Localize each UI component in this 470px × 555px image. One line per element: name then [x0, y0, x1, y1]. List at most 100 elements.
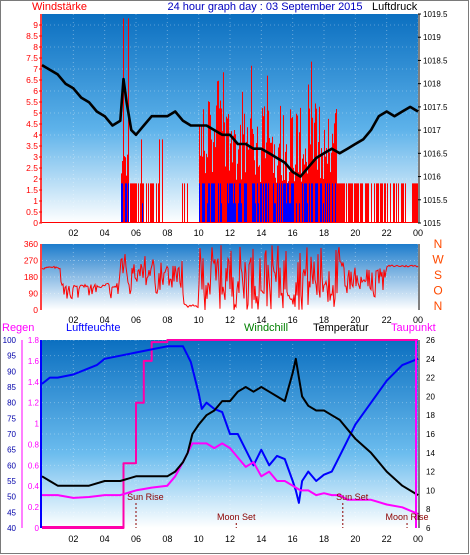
- humidity-tick-label: 45: [7, 508, 16, 517]
- x-tick-label: 02: [68, 534, 78, 544]
- x-tick-label: 18: [319, 534, 329, 544]
- pressure-tick-label: 1015.5: [423, 196, 448, 205]
- direction-tick-label: 360: [24, 239, 38, 249]
- x-tick-label: 04: [100, 315, 110, 325]
- humidity-tick-label: 60: [7, 461, 16, 470]
- x-tick-label: 18: [319, 315, 329, 325]
- wind-direction-line: [41, 245, 419, 311]
- wind-tick-label: 5.5: [26, 97, 38, 107]
- rain-tick-label: 0.4: [28, 482, 40, 491]
- pressure-tick-label: 1019: [423, 33, 441, 42]
- x-tick-label: 06: [131, 315, 141, 325]
- series-line-taupunkt: [42, 442, 419, 515]
- humidity-tick-label: 85: [7, 383, 16, 392]
- humidity-tick-label: 100: [3, 336, 17, 345]
- pressure-tick-label: 1017: [423, 126, 441, 135]
- wind-tick-label: 7: [33, 64, 38, 74]
- x-tick-label: 08: [162, 228, 172, 238]
- rain-tick-label: 0.8: [28, 440, 40, 449]
- x-tick-label: 08: [162, 315, 172, 325]
- x-tick-label: 14: [256, 315, 266, 325]
- annotation-label: Sun Set: [336, 492, 369, 502]
- direction-tick-label: 180: [24, 272, 38, 282]
- x-tick-label: 00: [413, 534, 423, 544]
- compass-label: N: [434, 237, 443, 251]
- compass-label: S: [434, 268, 442, 282]
- wind-tick-label: 1.5: [26, 185, 38, 195]
- x-tick-label: 02: [68, 315, 78, 325]
- x-tick-label: 06: [131, 534, 141, 544]
- humidity-axis-title: Luftfeuchte: [66, 322, 120, 334]
- wind-tick-label: 0: [33, 218, 38, 228]
- temperature-tick-label: 22: [426, 374, 435, 383]
- x-tick-label: 12: [225, 315, 235, 325]
- compass-label: N: [434, 299, 443, 313]
- wind-tick-label: 8.5: [26, 31, 38, 41]
- pressure-tick-label: 1019.5: [423, 10, 448, 19]
- rain-tick-label: 1.4: [28, 378, 40, 387]
- humidity-temperature-chart: Sun Rise Moon Set Sun Set Moon Rise 0 0.2 0.4 0…: [3, 336, 436, 544]
- wind-tick-label: 0.5: [26, 207, 38, 217]
- humidity-tick-label: 65: [7, 446, 16, 455]
- humidity-tick-label: 90: [7, 367, 16, 376]
- rain-tick-label: 1.6: [28, 357, 40, 366]
- dewpoint-axis-title: Taupunkt: [391, 322, 436, 334]
- x-tick-label: 18: [319, 228, 329, 238]
- humidity-tick-label: 75: [7, 414, 16, 423]
- humidity-tick-label: 50: [7, 493, 16, 502]
- wind-tick-label: 9: [33, 20, 38, 30]
- series-line-luftfeuchte: [41, 345, 419, 504]
- x-tick-label: 04: [100, 534, 110, 544]
- wind-tick-label: 3.5: [26, 141, 38, 151]
- wind-tick-label: 7.5: [26, 53, 38, 63]
- humidity-tick-label: 55: [7, 477, 16, 486]
- compass-label: W: [432, 253, 444, 267]
- x-tick-label: 20: [350, 228, 360, 238]
- annotation-label: Sun Rise: [127, 492, 164, 502]
- temperature-tick-label: 26: [426, 336, 435, 345]
- temperature-tick-label: 20: [426, 392, 435, 401]
- annotation-label: Moon Set: [217, 512, 256, 522]
- rain-tick-label: 0.2: [28, 503, 40, 512]
- humidity-tick-label: 40: [7, 524, 16, 533]
- wind-tick-label: 8: [33, 42, 38, 52]
- wind-axis-title: Windstärke: [32, 1, 87, 13]
- pressure-tick-label: 1017.5: [423, 103, 448, 112]
- x-tick-label: 22: [382, 315, 392, 325]
- windchill-legend: Windchill: [244, 322, 288, 334]
- x-tick-label: 16: [288, 315, 298, 325]
- humidity-tick-label: 70: [7, 430, 16, 439]
- wind-tick-label: 6.5: [26, 75, 38, 85]
- x-tick-label: 02: [68, 228, 78, 238]
- rain-tick-label: 1.8: [28, 336, 40, 345]
- rain-tick-label: 1.2: [28, 399, 40, 408]
- temperature-axis-title: Temperatur: [313, 322, 369, 334]
- temperature-tick-label: 6: [426, 524, 431, 533]
- x-tick-label: 00: [413, 315, 423, 325]
- chart-title: 24 hour graph day : 03 September 2015: [167, 1, 362, 13]
- x-tick-label: 10: [194, 228, 204, 238]
- series-line-temperatur: [41, 357, 419, 496]
- pressure-axis-title: Luftdruck: [372, 1, 418, 13]
- humidity-tick-label: 80: [7, 399, 16, 408]
- pressure-tick-label: 1018: [423, 80, 441, 89]
- x-tick-label: 04: [100, 228, 110, 238]
- pressure-line: [41, 63, 419, 178]
- x-tick-label: 00: [413, 228, 423, 238]
- temperature-tick-label: 16: [426, 430, 435, 439]
- direction-tick-label: 90: [29, 289, 39, 299]
- pressure-tick-label: 1018.5: [423, 56, 448, 65]
- humidity-tick-label: 95: [7, 352, 16, 361]
- x-tick-label: 06: [131, 228, 141, 238]
- compass-label: O: [433, 284, 442, 298]
- pressure-tick-label: 1016.5: [423, 149, 448, 158]
- x-tick-label: 08: [162, 534, 172, 544]
- temperature-tick-label: 10: [426, 486, 435, 495]
- wind-tick-label: 2: [33, 174, 38, 184]
- rain-tick-label: 1: [35, 420, 40, 429]
- wind-tick-label: 6: [33, 86, 38, 96]
- temperature-tick-label: 14: [426, 449, 435, 458]
